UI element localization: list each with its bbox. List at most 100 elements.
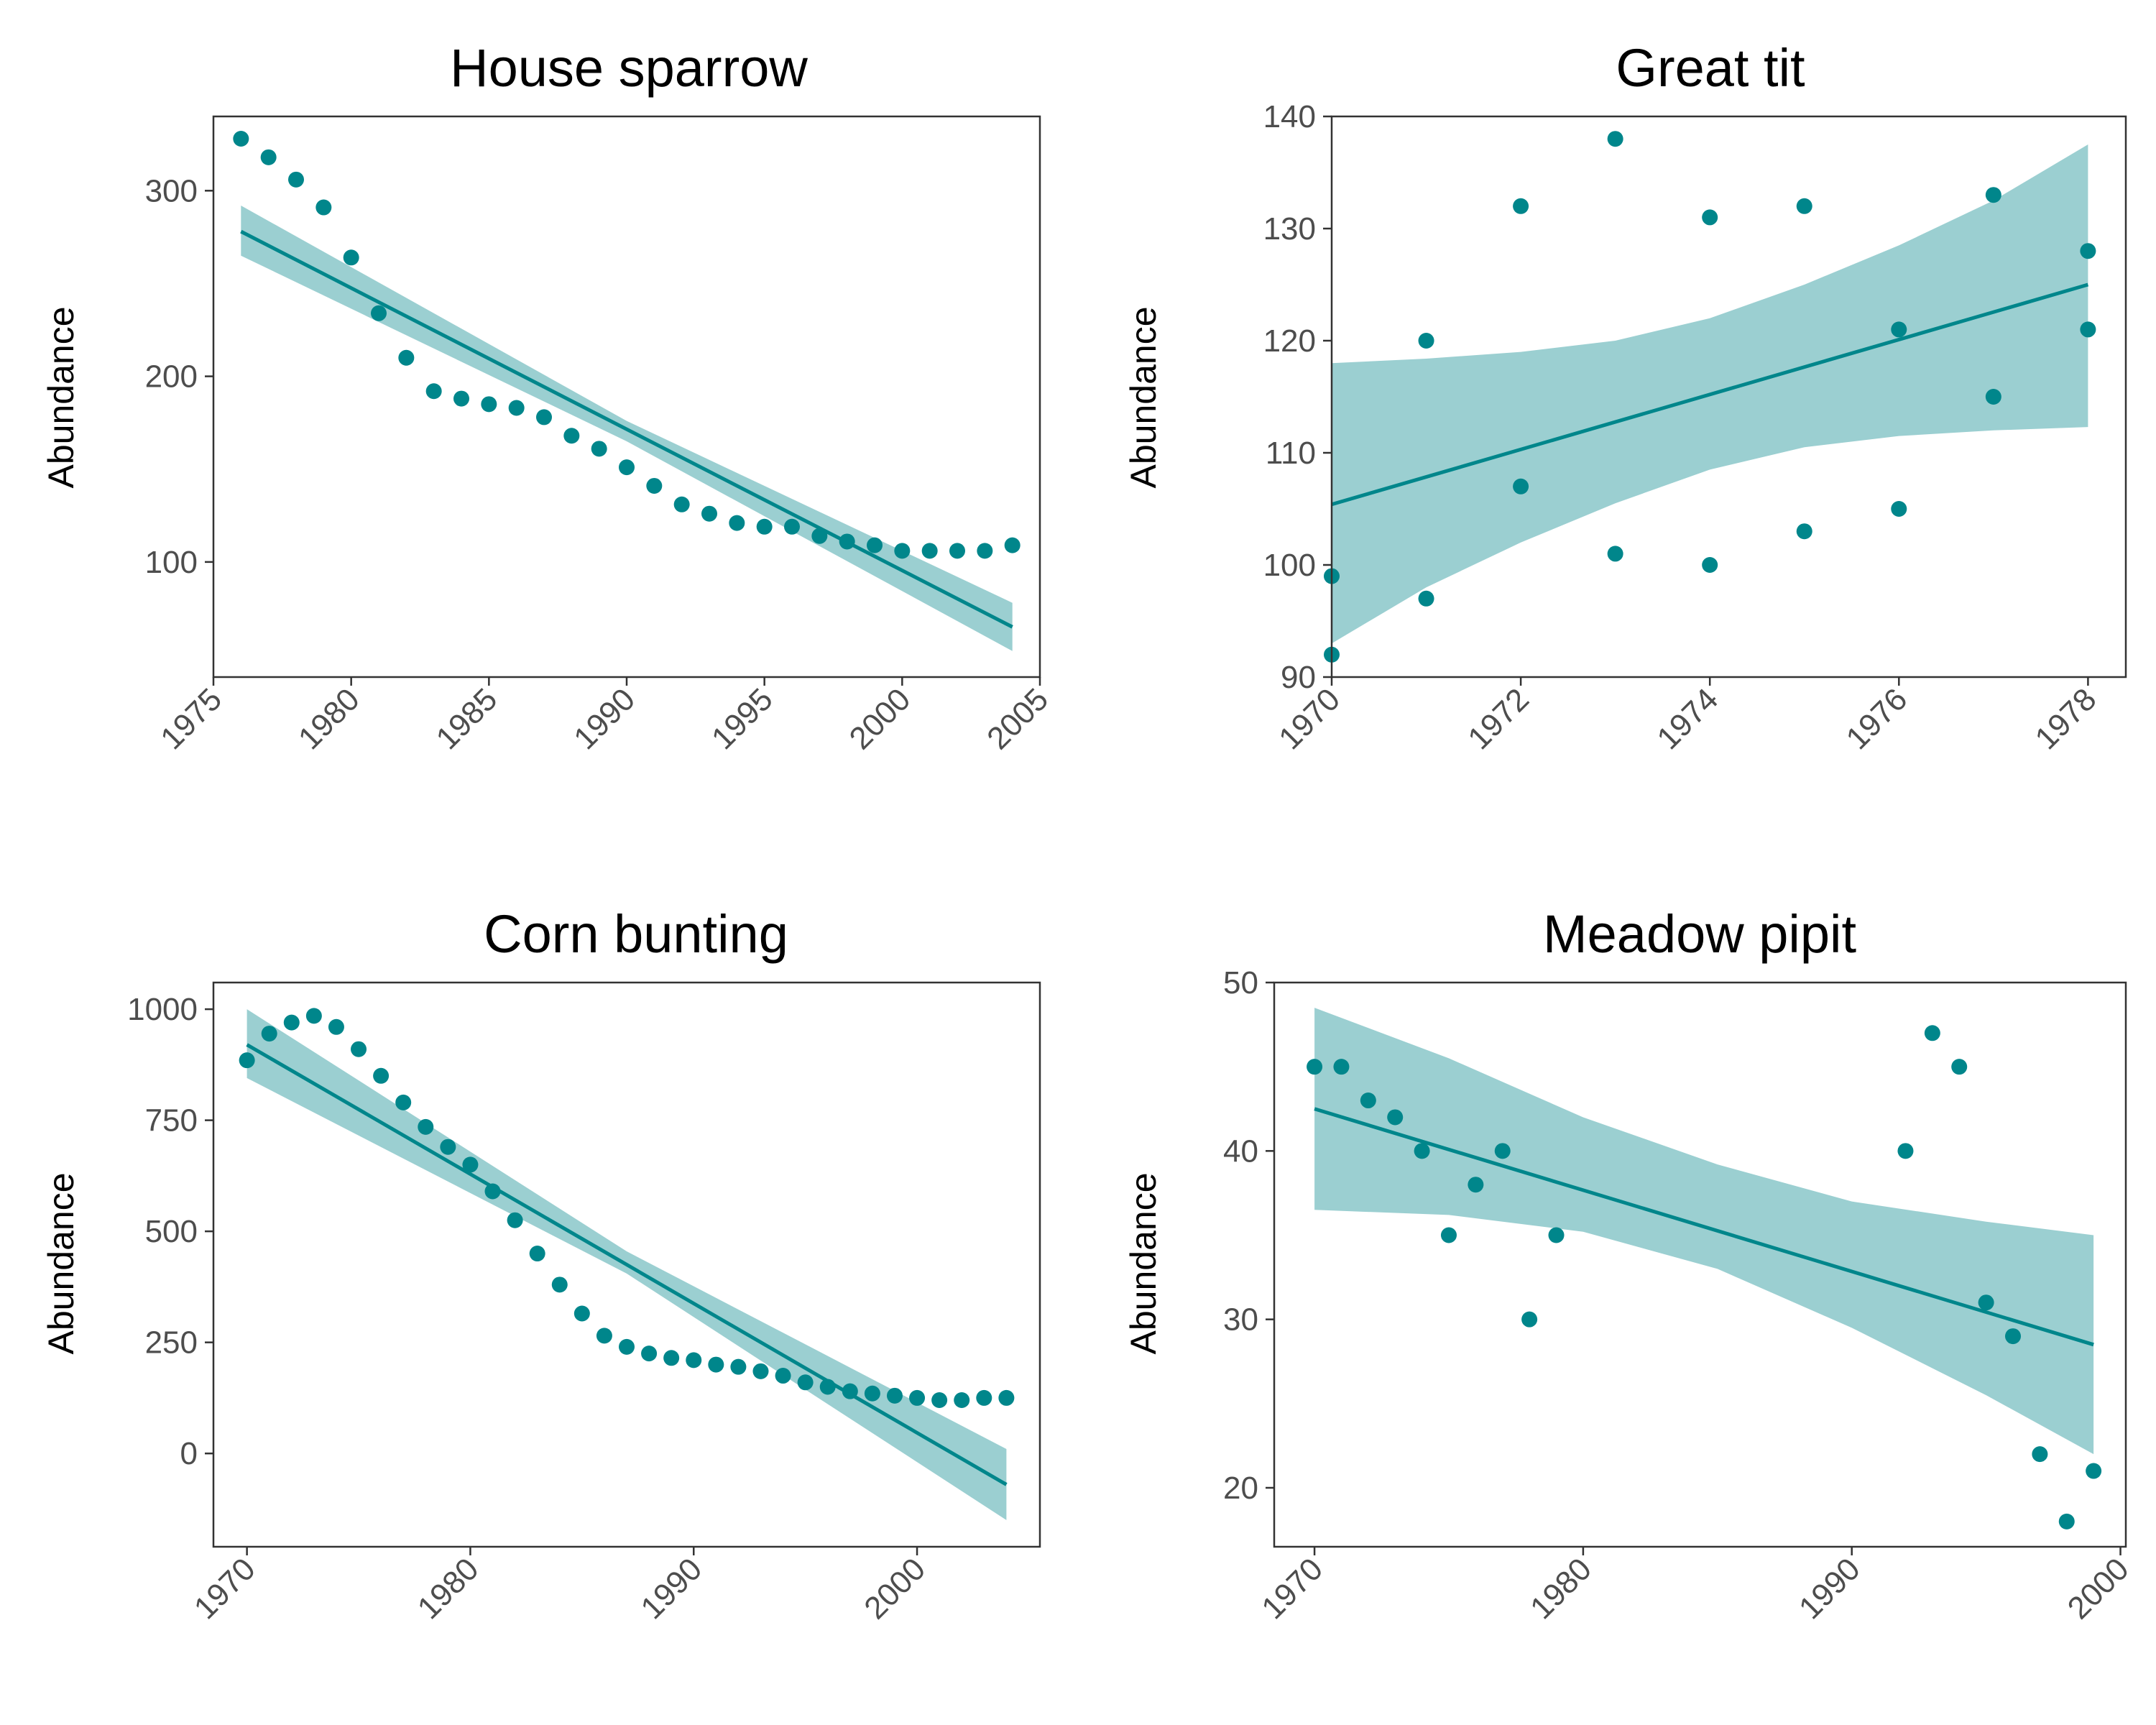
data-point	[395, 1094, 412, 1110]
data-point	[591, 441, 607, 457]
data-point	[1985, 187, 2001, 203]
y-tick-label: 200	[145, 359, 198, 395]
data-point	[2080, 321, 2096, 338]
data-point	[563, 428, 580, 444]
data-point	[462, 1156, 479, 1173]
data-point	[1897, 1143, 1914, 1159]
data-point	[1951, 1059, 1968, 1075]
data-point	[811, 528, 828, 544]
data-point	[398, 349, 415, 366]
data-point	[508, 400, 525, 416]
data-point	[921, 543, 938, 559]
confidence-band	[1314, 1008, 2094, 1455]
data-point	[1796, 198, 1812, 214]
data-point	[909, 1389, 926, 1406]
data-point	[641, 1346, 658, 1362]
data-point	[328, 1018, 344, 1035]
plot-border	[1330, 115, 2127, 678]
panel-title: House sparrow	[450, 38, 808, 98]
data-point	[1307, 1059, 1323, 1075]
data-point	[864, 1385, 880, 1402]
data-point	[976, 1389, 992, 1406]
y-tick-label: 110	[1266, 436, 1316, 471]
data-point	[819, 1379, 836, 1395]
y-tick-label: 0	[180, 1436, 198, 1471]
y-axis-label: Abundance	[1123, 306, 1164, 488]
y-axis-label: Abundance	[1123, 1172, 1164, 1354]
data-point	[260, 149, 277, 165]
data-point	[954, 1392, 970, 1409]
data-point	[507, 1212, 523, 1228]
data-point	[288, 171, 304, 188]
data-point	[481, 396, 497, 413]
plot-border	[212, 981, 1041, 1548]
data-point	[1418, 590, 1434, 607]
data-point	[1513, 478, 1529, 494]
data-point	[663, 1350, 680, 1366]
data-point	[646, 477, 663, 494]
y-tick-label: 100	[145, 545, 198, 580]
y-tick-label: 250	[145, 1325, 198, 1361]
data-point	[1702, 209, 1718, 226]
y-axis-label: Abundance	[41, 306, 81, 488]
data-point	[283, 1014, 300, 1031]
data-point	[1418, 333, 1434, 349]
data-point	[573, 1305, 590, 1322]
y-tick-label: 140	[1263, 99, 1316, 134]
data-point	[2004, 1328, 2021, 1345]
data-point	[425, 383, 442, 400]
fit-line	[1314, 1107, 2094, 1347]
y-tick-label: 500	[145, 1214, 198, 1249]
data-point	[998, 1389, 1015, 1406]
data-point	[351, 1041, 367, 1057]
data-point	[484, 1183, 501, 1200]
y-tick-label: 120	[1263, 323, 1316, 359]
data-point	[867, 537, 883, 553]
panel-title: Meadow pipit	[1543, 904, 1856, 964]
data-point	[1702, 557, 1718, 573]
data-point	[686, 1352, 702, 1368]
y-tick-label: 50	[1223, 965, 1258, 1000]
data-point	[756, 518, 773, 535]
data-point	[1387, 1109, 1404, 1126]
data-point	[886, 1387, 903, 1404]
data-point	[373, 1067, 390, 1084]
data-point	[673, 496, 690, 512]
data-point	[1796, 523, 1812, 540]
y-tick-label: 100	[1263, 548, 1316, 583]
y-tick-label: 40	[1223, 1133, 1258, 1169]
y-axis-label: Abundance	[41, 1172, 81, 1354]
data-point	[1891, 321, 1907, 338]
fit-line	[240, 229, 1013, 629]
data-point	[730, 1358, 747, 1375]
data-point	[1440, 1227, 1457, 1243]
data-point	[2080, 243, 2096, 259]
fit-line	[1331, 282, 2089, 507]
data-point	[536, 409, 552, 426]
data-point	[752, 1363, 769, 1379]
data-point	[1360, 1092, 1376, 1109]
data-point	[949, 543, 965, 559]
data-point	[2058, 1513, 2075, 1530]
data-point	[1924, 1025, 1940, 1041]
data-point	[1333, 1059, 1350, 1075]
data-point	[2086, 1463, 2102, 1479]
y-tick-label: 1000	[127, 992, 198, 1027]
data-point	[440, 1138, 456, 1155]
y-tick-label: 750	[145, 1103, 198, 1138]
data-point	[775, 1368, 791, 1384]
data-point	[239, 1052, 255, 1069]
data-point	[453, 390, 469, 407]
data-point	[1468, 1177, 1484, 1193]
data-point	[1414, 1143, 1430, 1159]
data-point	[1891, 501, 1907, 517]
panel-great-tit: Great tit Abundance 90100110120130140197…	[1123, 38, 2127, 756]
data-point	[261, 1026, 277, 1042]
data-point	[233, 130, 249, 147]
data-point	[418, 1118, 434, 1135]
data-point	[1004, 537, 1021, 553]
fit-line	[246, 1043, 1008, 1486]
data-point	[1985, 389, 2001, 405]
